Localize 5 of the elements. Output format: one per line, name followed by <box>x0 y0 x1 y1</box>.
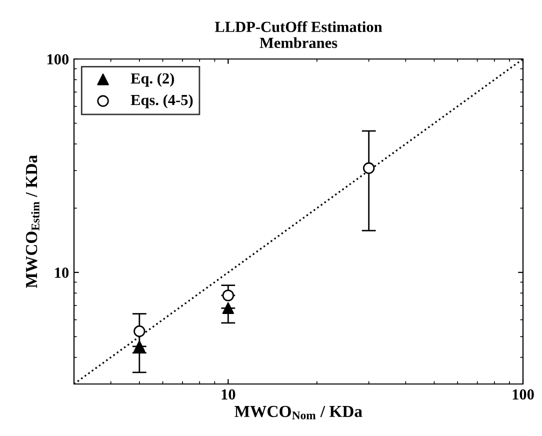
x-axis-title: MWCO$_{Nom}$ / KDa <box>234 406 362 420</box>
y-axis-title: MWCO$_{Estim}$ / KDa <box>26 155 40 288</box>
legend-label: Eqs. (4-5) <box>130 94 193 108</box>
chart-title: LLDP-CutOff Estimation Membranes <box>214 21 382 48</box>
legend-label: Eq. (2) <box>130 72 174 87</box>
